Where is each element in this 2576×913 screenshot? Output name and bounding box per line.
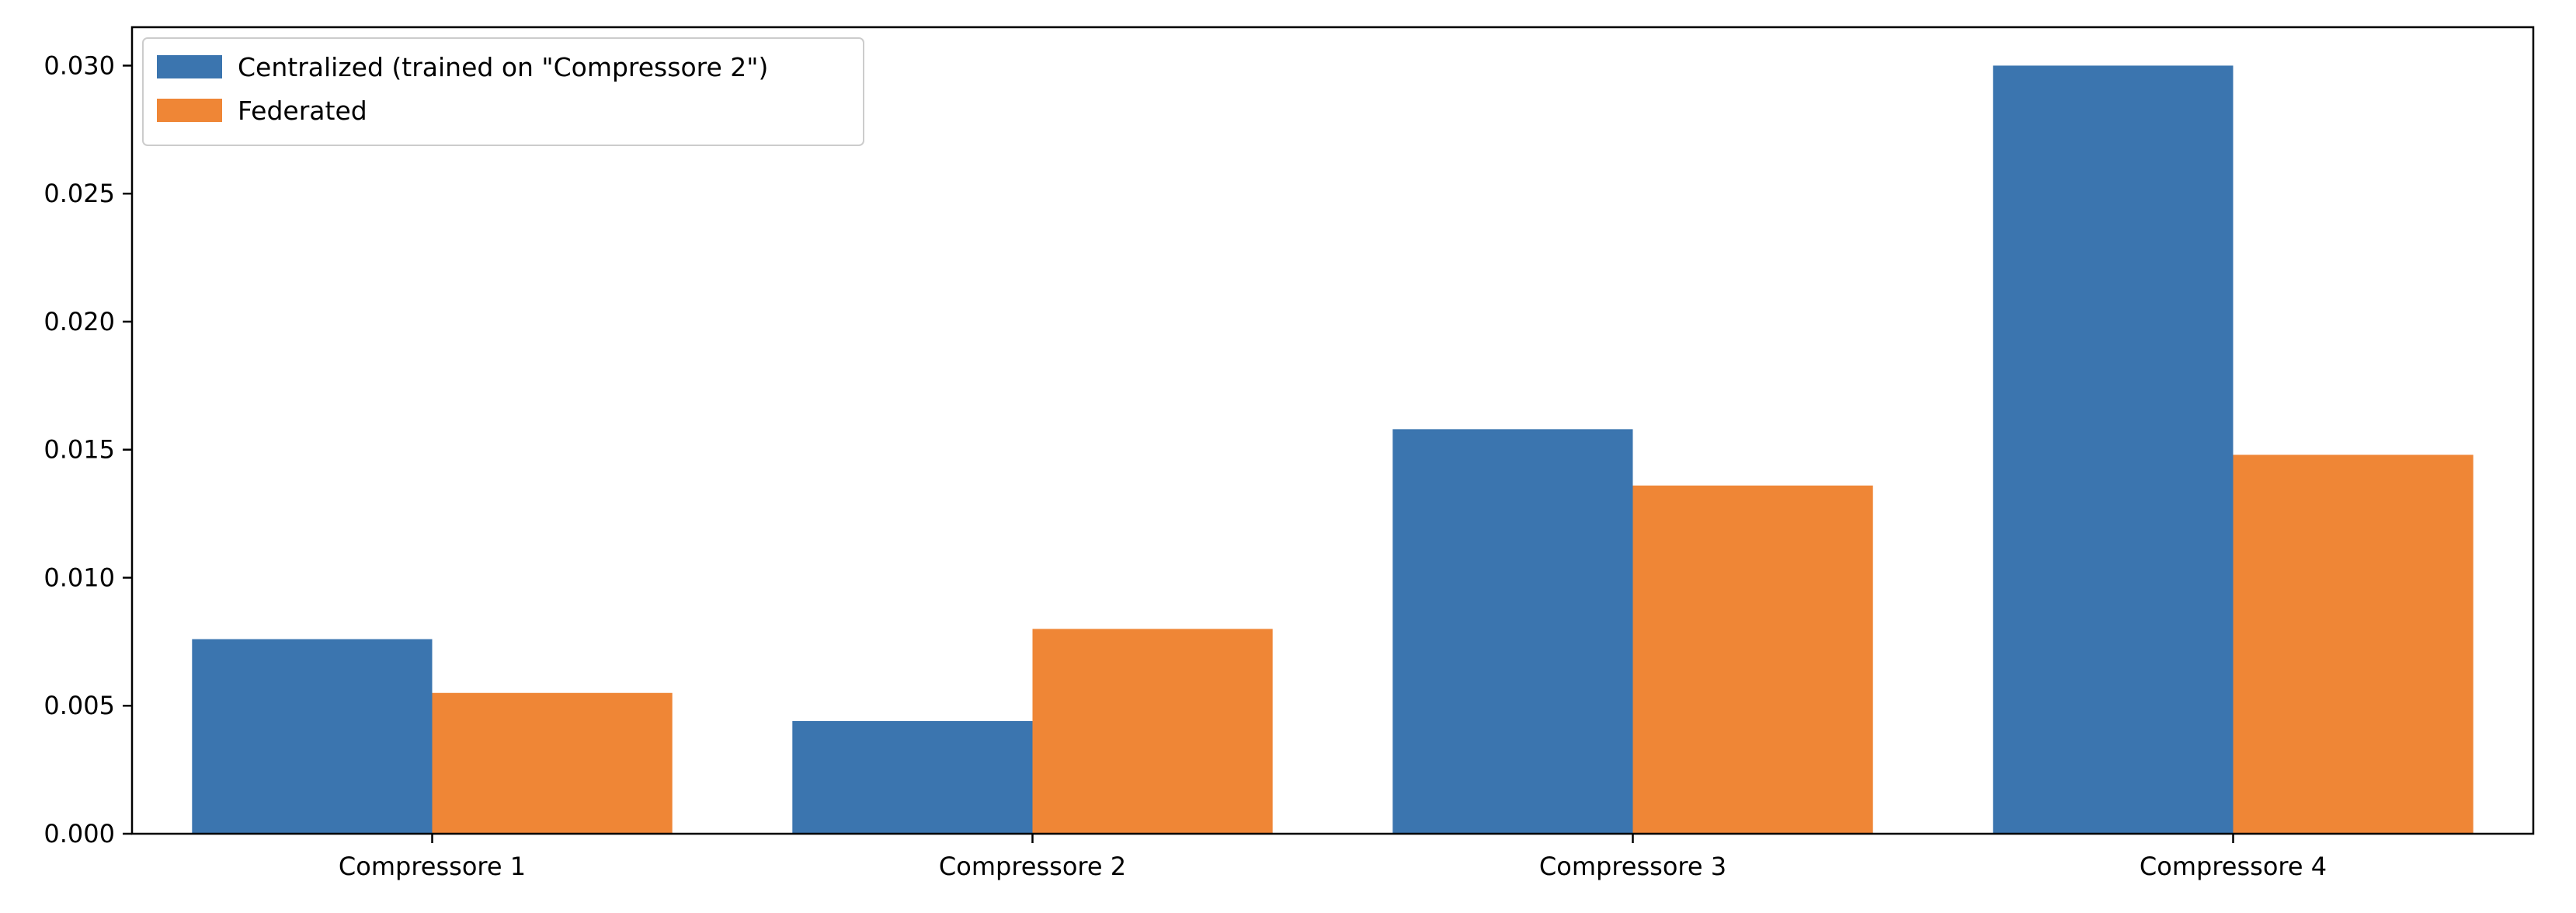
legend-swatch-centralized bbox=[157, 55, 222, 78]
y-tick-label: 0.025 bbox=[43, 179, 115, 208]
bar-federated-2 bbox=[1032, 629, 1273, 834]
x-tick-label: Compressore 2 bbox=[939, 852, 1126, 881]
plot-area bbox=[130, 26, 2535, 835]
bar-centralized-3 bbox=[1392, 429, 1633, 834]
bar-federated-3 bbox=[1632, 485, 1873, 834]
y-tick-label: 0.000 bbox=[43, 819, 115, 849]
y-tick-label: 0.005 bbox=[43, 691, 115, 720]
y-axis: 0.000 0.005 0.010 0.015 0.020 0.025 0.030 bbox=[43, 51, 132, 849]
bar-federated-1 bbox=[432, 692, 673, 834]
legend-swatch-federated bbox=[157, 99, 222, 122]
x-tick-label: Compressore 3 bbox=[1539, 852, 1726, 881]
x-tick-label: Compressore 4 bbox=[2140, 852, 2327, 881]
y-tick-label: 0.030 bbox=[43, 51, 115, 80]
y-tick-label: 0.010 bbox=[43, 563, 115, 592]
bar-federated-4 bbox=[2233, 455, 2473, 834]
bar-centralized-4 bbox=[1993, 65, 2234, 834]
y-tick-label: 0.020 bbox=[43, 307, 115, 336]
bar-centralized-1 bbox=[192, 639, 433, 834]
legend-box bbox=[142, 37, 864, 146]
x-tick-label: Compressore 1 bbox=[339, 852, 526, 881]
y-tick-label: 0.015 bbox=[43, 435, 115, 465]
axes-frame bbox=[130, 26, 2535, 835]
x-axis: Compressore 1 Compressore 2 Compressore 3 C… bbox=[339, 834, 2327, 881]
legend-label-federated: Federated bbox=[238, 96, 367, 126]
legend: Centralized (trained on "Compressore 2")… bbox=[142, 37, 864, 146]
bar-centralized-2 bbox=[792, 721, 1033, 834]
legend-label-centralized: Centralized (trained on "Compressore 2") bbox=[238, 52, 768, 82]
